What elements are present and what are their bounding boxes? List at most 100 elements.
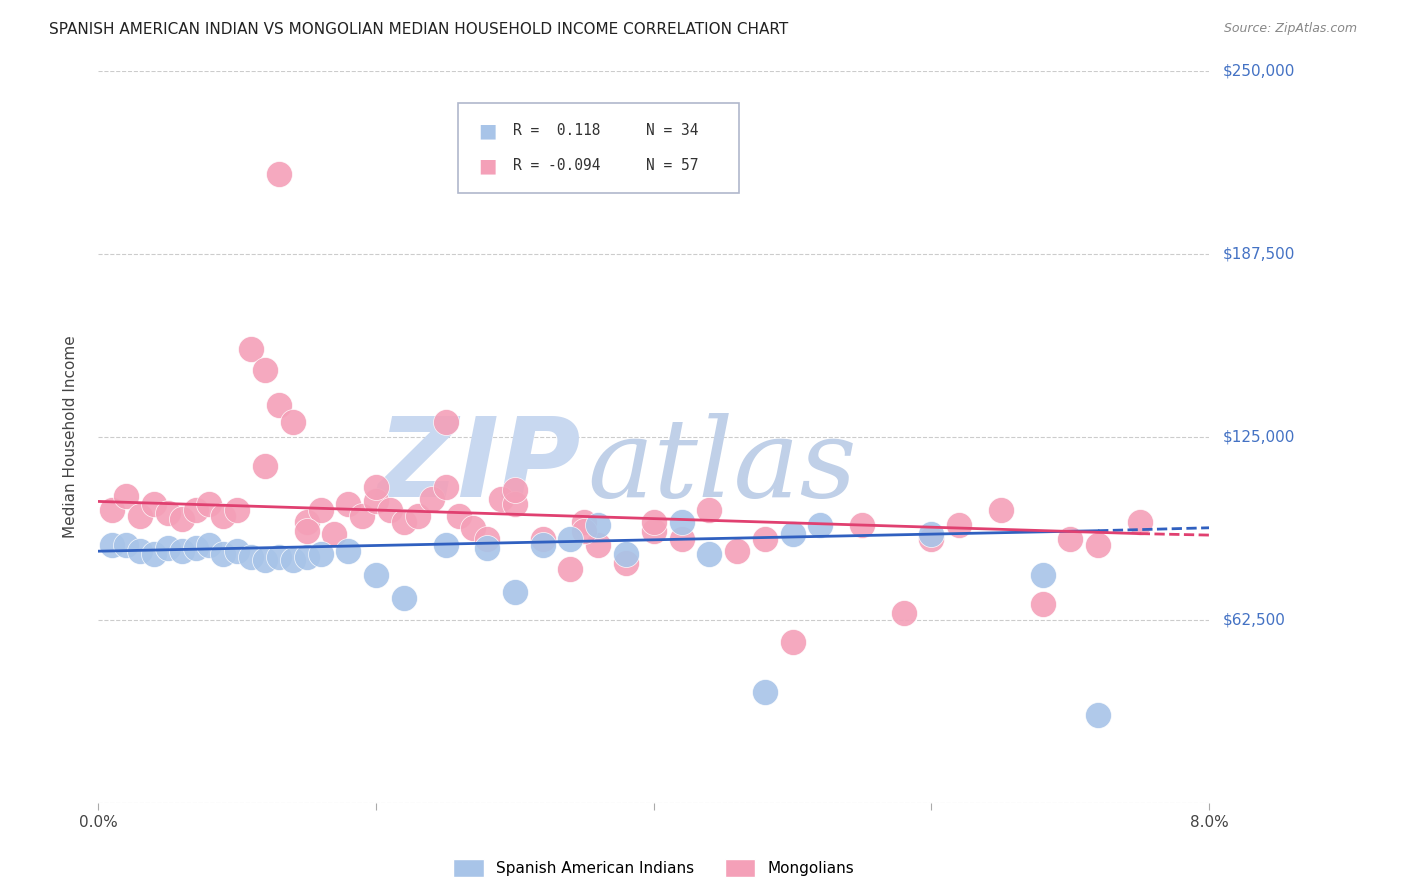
Point — [503, 585, 526, 599]
Point — [170, 544, 193, 558]
Point — [990, 503, 1012, 517]
Point — [323, 526, 346, 541]
Point — [143, 497, 166, 511]
Point — [475, 541, 499, 556]
Point — [198, 538, 221, 552]
Point — [434, 416, 457, 430]
Point — [725, 544, 748, 558]
Point — [267, 398, 290, 412]
Point — [503, 497, 526, 511]
Point — [782, 635, 804, 649]
Point — [212, 547, 235, 561]
Point — [309, 547, 332, 561]
Point — [240, 549, 263, 564]
Point — [240, 343, 263, 357]
Point — [253, 363, 276, 377]
Point — [560, 533, 582, 547]
Point — [948, 517, 970, 532]
Point — [893, 606, 915, 620]
Point — [420, 491, 443, 506]
Point — [810, 517, 832, 532]
Point — [614, 547, 637, 561]
Point — [366, 480, 388, 494]
Text: $125,000: $125,000 — [1222, 430, 1295, 444]
Point — [226, 503, 249, 517]
Point — [378, 503, 401, 517]
Text: $187,500: $187,500 — [1222, 247, 1295, 261]
Text: SPANISH AMERICAN INDIAN VS MONGOLIAN MEDIAN HOUSEHOLD INCOME CORRELATION CHART: SPANISH AMERICAN INDIAN VS MONGOLIAN MED… — [49, 22, 789, 37]
Legend: Spanish American Indians, Mongolians: Spanish American Indians, Mongolians — [447, 853, 860, 883]
Text: ZIP: ZIP — [378, 413, 582, 520]
Point — [366, 494, 388, 508]
Point — [851, 517, 873, 532]
Point — [920, 526, 942, 541]
Text: R = -0.094: R = -0.094 — [513, 159, 600, 173]
Point — [449, 509, 471, 524]
Point — [253, 553, 276, 567]
Point — [226, 544, 249, 558]
Point — [531, 538, 554, 552]
Point — [352, 509, 374, 524]
Text: $250,000: $250,000 — [1222, 64, 1295, 78]
Point — [463, 521, 485, 535]
Point — [699, 547, 721, 561]
Point — [643, 524, 665, 538]
Point — [434, 538, 457, 552]
Point — [129, 509, 152, 524]
Point — [366, 567, 388, 582]
Point — [406, 509, 429, 524]
Point — [156, 541, 179, 556]
Point — [782, 526, 804, 541]
Point — [198, 497, 221, 511]
Point — [295, 524, 318, 538]
Point — [143, 547, 166, 561]
Point — [531, 533, 554, 547]
Point — [156, 506, 179, 520]
Y-axis label: Median Household Income: Median Household Income — [63, 335, 77, 539]
Point — [281, 416, 304, 430]
Point — [170, 512, 193, 526]
Point — [337, 544, 360, 558]
Point — [475, 533, 499, 547]
Point — [574, 515, 596, 529]
Point — [1059, 533, 1081, 547]
Point — [295, 515, 318, 529]
Point — [588, 517, 610, 532]
Point — [267, 549, 290, 564]
Text: $62,500: $62,500 — [1222, 613, 1285, 627]
Point — [1087, 708, 1109, 723]
Point — [392, 515, 415, 529]
Point — [309, 503, 332, 517]
Point — [671, 533, 693, 547]
Point — [1087, 538, 1109, 552]
Point — [101, 538, 124, 552]
Text: Source: ZipAtlas.com: Source: ZipAtlas.com — [1223, 22, 1357, 36]
Point — [754, 533, 776, 547]
Point — [574, 524, 596, 538]
Point — [614, 556, 637, 570]
Point — [184, 541, 207, 556]
Text: atlas: atlas — [588, 413, 856, 520]
Text: N = 57: N = 57 — [647, 159, 699, 173]
Point — [643, 515, 665, 529]
Point — [212, 509, 235, 524]
Text: ■: ■ — [478, 121, 496, 140]
Point — [267, 167, 290, 181]
Point — [754, 684, 776, 698]
Text: N = 34: N = 34 — [647, 123, 699, 138]
Point — [503, 483, 526, 497]
Point — [253, 459, 276, 474]
Point — [184, 503, 207, 517]
Point — [115, 489, 138, 503]
Text: ■: ■ — [478, 156, 496, 176]
Point — [671, 515, 693, 529]
Point — [920, 533, 942, 547]
Point — [1032, 597, 1054, 611]
Point — [560, 562, 582, 576]
Point — [588, 538, 610, 552]
Point — [392, 591, 415, 605]
Point — [295, 549, 318, 564]
Point — [1032, 567, 1054, 582]
Point — [489, 491, 512, 506]
Point — [281, 553, 304, 567]
